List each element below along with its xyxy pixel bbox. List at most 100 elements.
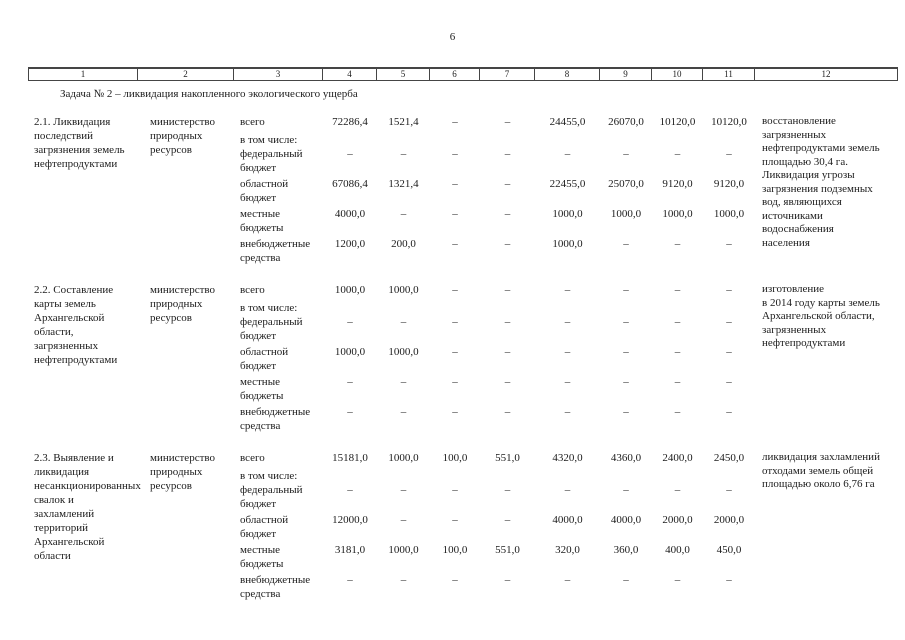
- value-cell: –: [400, 484, 407, 496]
- value-cell: –: [400, 148, 407, 160]
- value-cell: –: [623, 148, 629, 160]
- value-cell: –: [674, 148, 681, 160]
- budget-label-column: всего в том числе: федеральный бюджет облас…: [234, 283, 323, 433]
- year-values-column: 2450,0 – 2000,0 450,0 –: [703, 451, 755, 601]
- value-cell: –: [504, 514, 511, 526]
- value-cell: –: [452, 238, 458, 250]
- program-row: 2.1. Ликвидация последствий загрязнения …: [28, 115, 899, 265]
- value-cell: 1000,0: [388, 452, 419, 464]
- value-cell: –: [623, 484, 629, 496]
- value-cell: 1000,0: [388, 346, 419, 358]
- value-spacer: [430, 301, 480, 315]
- value-cell: –: [347, 376, 353, 388]
- value-spacer: [323, 133, 377, 147]
- value-spacer: [377, 469, 430, 483]
- year-values-column: – – – – –: [480, 283, 535, 433]
- value-spacer: [652, 469, 703, 483]
- expected-result: ликвидация захламлений отходами земель о…: [762, 451, 880, 490]
- year-values-column: 4360,0 – 4000,0 360,0 –: [600, 451, 652, 601]
- budget-label: областной бюджет: [240, 178, 289, 204]
- year-values-column: – – – – –: [703, 283, 755, 433]
- budget-label-column: всего в том числе: федеральный бюджет облас…: [234, 451, 323, 601]
- year-values-column: 72286,4 – 67086,4 4000,0 1200,0: [323, 115, 377, 265]
- value-cell: –: [674, 346, 681, 358]
- value-cell: 1000,0: [388, 544, 419, 556]
- value-cell: –: [347, 406, 353, 418]
- budget-label: федеральный бюджет: [240, 484, 303, 510]
- value-spacer: [323, 469, 377, 483]
- value-spacer: [535, 301, 600, 315]
- value-cell: –: [726, 484, 732, 496]
- value-cell: 1521,4: [388, 116, 419, 128]
- value-cell: 2000,0: [662, 514, 693, 526]
- value-cell: –: [674, 238, 681, 250]
- value-cell: –: [400, 574, 407, 586]
- value-cell: –: [674, 284, 681, 296]
- value-cell: 400,0: [665, 544, 690, 556]
- value-cell: 551,0: [495, 452, 520, 464]
- value-cell: –: [504, 406, 511, 418]
- value-cell: 551,0: [495, 544, 520, 556]
- value-spacer: [600, 133, 652, 147]
- value-cell: –: [623, 346, 629, 358]
- column-number-cell: 5: [377, 67, 430, 81]
- value-spacer: [535, 133, 600, 147]
- budget-label: местные бюджеты: [240, 208, 284, 234]
- value-cell: 10120,0: [711, 116, 747, 128]
- value-cell: –: [452, 376, 458, 388]
- value-cell: –: [623, 238, 629, 250]
- budget-label: в том числе:: [240, 302, 298, 314]
- expected-result: восстановление загрязненных нефтепродукт…: [762, 115, 880, 249]
- value-cell: 100,0: [442, 452, 468, 464]
- value-cell: –: [674, 574, 681, 586]
- budget-label: всего: [240, 452, 265, 464]
- value-cell: –: [674, 406, 681, 418]
- program-row: 2.3. Выявление и ликвидация несанкционир…: [28, 451, 899, 601]
- value-cell: –: [623, 574, 629, 586]
- value-cell: –: [400, 514, 407, 526]
- value-cell: –: [504, 178, 511, 190]
- value-cell: –: [452, 284, 458, 296]
- value-cell: 22455,0: [549, 178, 586, 190]
- value-cell: 26070,0: [608, 116, 644, 128]
- year-values-column: 26070,0 – 25070,0 1000,0 –: [600, 115, 652, 265]
- column-number-cell: 1: [28, 67, 138, 81]
- table-rows: 2.1. Ликвидация последствий загрязнения …: [28, 115, 899, 601]
- value-cell: 2450,0: [713, 452, 745, 464]
- value-cell: –: [504, 574, 511, 586]
- value-cell: –: [564, 376, 571, 388]
- value-cell: –: [726, 284, 732, 296]
- column-number-cell: 8: [535, 67, 600, 81]
- executor-name: министерство природных ресурсов: [150, 284, 216, 324]
- value-cell: –: [564, 406, 571, 418]
- value-spacer: [430, 133, 480, 147]
- value-spacer: [652, 133, 703, 147]
- value-spacer: [323, 301, 377, 315]
- activity-name: 2.1. Ликвидация последствий загрязнения …: [34, 116, 125, 170]
- value-cell: –: [504, 238, 511, 250]
- value-cell: 1000,0: [662, 208, 693, 220]
- value-cell: –: [452, 208, 458, 220]
- column-number-row: 1 2 3 4 5 6 7 8 9 10 11 12: [28, 67, 899, 81]
- value-spacer: [652, 301, 703, 315]
- page-number: 6: [449, 31, 456, 43]
- value-cell: 67086,4: [332, 178, 368, 190]
- column-number-cell: 7: [480, 67, 535, 81]
- value-cell: –: [623, 376, 629, 388]
- value-cell: 4360,0: [610, 452, 642, 464]
- value-spacer: [703, 469, 755, 483]
- year-values-column: – – – – –: [600, 283, 652, 433]
- value-spacer: [377, 301, 430, 315]
- activity-name: 2.3. Выявление и ликвидация несанкционир…: [34, 452, 141, 562]
- value-cell: –: [504, 208, 511, 220]
- value-cell: –: [347, 484, 353, 496]
- value-cell: 1000,0: [610, 208, 642, 220]
- value-cell: –: [504, 346, 511, 358]
- year-values-column: 10120,0 – 9120,0 1000,0 –: [652, 115, 703, 265]
- value-spacer: [377, 133, 430, 147]
- executor-name: министерство природных ресурсов: [150, 452, 216, 492]
- value-cell: –: [726, 148, 732, 160]
- year-values-column: – – – – –: [430, 283, 480, 433]
- budget-label-column: всего в том числе: федеральный бюджет облас…: [234, 115, 323, 265]
- executor-name: министерство природных ресурсов: [150, 116, 216, 156]
